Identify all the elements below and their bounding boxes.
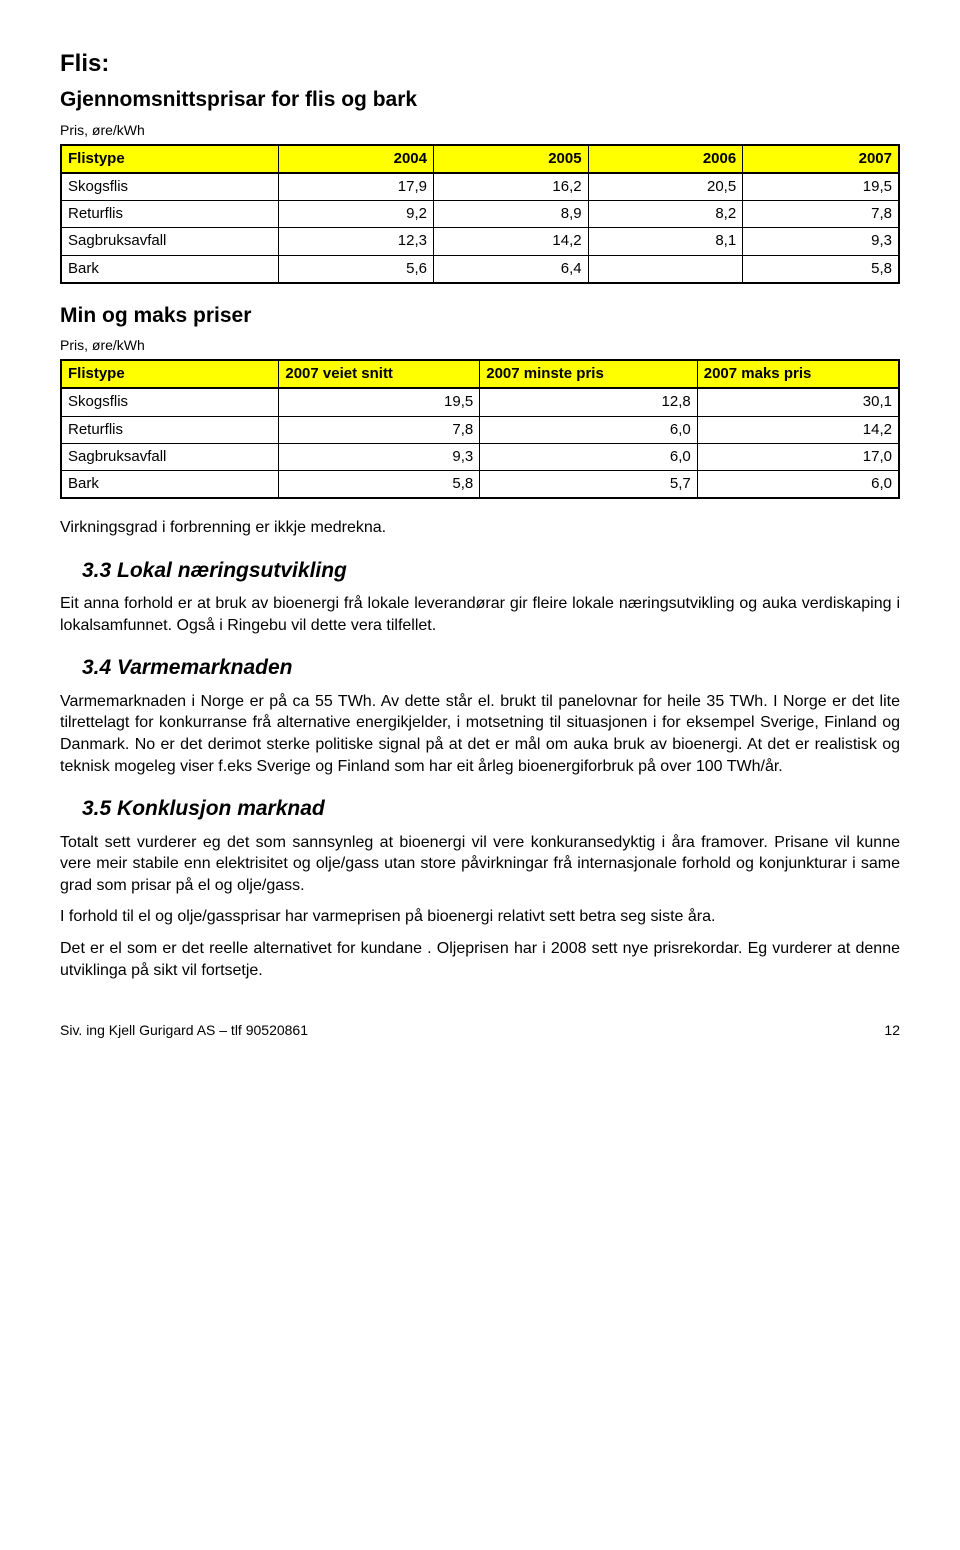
cell: 19,5 bbox=[279, 388, 480, 416]
table2-caption: Pris, øre/kWh bbox=[60, 336, 900, 355]
section-3-3-heading: 3.3 Lokal næringsutvikling bbox=[82, 557, 900, 585]
cell: 6,4 bbox=[433, 255, 588, 283]
table-row: Bark 5,8 5,7 6,0 bbox=[61, 471, 899, 499]
cell: 6,0 bbox=[480, 443, 698, 470]
table-row: Skogsflis 19,5 12,8 30,1 bbox=[61, 388, 899, 416]
col-flistype: Flistype bbox=[61, 145, 279, 173]
minmax-subtitle: Min og maks priser bbox=[60, 302, 900, 330]
cell: 8,1 bbox=[588, 228, 743, 255]
avg-price-table: Flistype 2004 2005 2006 2007 Skogsflis 1… bbox=[60, 144, 900, 284]
col-2005: 2005 bbox=[433, 145, 588, 173]
table-row: Sagbruksavfall 9,3 6,0 17,0 bbox=[61, 443, 899, 470]
col-veiet: 2007 veiet snitt bbox=[279, 360, 480, 388]
table-header-row: Flistype 2004 2005 2006 2007 bbox=[61, 145, 899, 173]
table-row: Sagbruksavfall 12,3 14,2 8,1 9,3 bbox=[61, 228, 899, 255]
cell: 9,3 bbox=[743, 228, 899, 255]
col-2007: 2007 bbox=[743, 145, 899, 173]
cell: 5,6 bbox=[279, 255, 434, 283]
col-maks: 2007 maks pris bbox=[697, 360, 899, 388]
avg-subtitle: Gjennomsnittsprisar for flis og bark bbox=[60, 86, 900, 114]
section-3-5-p3: Det er el som er det reelle alternativet… bbox=[60, 938, 900, 981]
cell: 5,8 bbox=[743, 255, 899, 283]
section-3-4-heading: 3.4 Varmemarknaden bbox=[82, 654, 900, 682]
cell: Skogsflis bbox=[61, 388, 279, 416]
cell: 6,0 bbox=[697, 471, 899, 499]
cell: 9,3 bbox=[279, 443, 480, 470]
cell: 9,2 bbox=[279, 201, 434, 228]
table-row: Returflis 7,8 6,0 14,2 bbox=[61, 416, 899, 443]
cell: 5,8 bbox=[279, 471, 480, 499]
cell: 20,5 bbox=[588, 173, 743, 201]
cell: 6,0 bbox=[480, 416, 698, 443]
cell: Sagbruksavfall bbox=[61, 443, 279, 470]
minmax-price-table: Flistype 2007 veiet snitt 2007 minste pr… bbox=[60, 359, 900, 499]
section-3-5-heading: 3.5 Konklusjon marknad bbox=[82, 795, 900, 823]
cell: Returflis bbox=[61, 201, 279, 228]
page-footer: Siv. ing Kjell Gurigard AS – tlf 9052086… bbox=[60, 1021, 900, 1040]
table-row: Skogsflis 17,9 16,2 20,5 19,5 bbox=[61, 173, 899, 201]
cell: Sagbruksavfall bbox=[61, 228, 279, 255]
cell: 8,2 bbox=[588, 201, 743, 228]
table-row: Bark 5,6 6,4 5,8 bbox=[61, 255, 899, 283]
section-3-5-p1: Totalt sett vurderer eg det som sannsynl… bbox=[60, 832, 900, 897]
cell: 19,5 bbox=[743, 173, 899, 201]
cell: Bark bbox=[61, 255, 279, 283]
cell bbox=[588, 255, 743, 283]
cell: 7,8 bbox=[279, 416, 480, 443]
col-minste: 2007 minste pris bbox=[480, 360, 698, 388]
cell: 5,7 bbox=[480, 471, 698, 499]
cell: 14,2 bbox=[697, 416, 899, 443]
cell: 16,2 bbox=[433, 173, 588, 201]
cell: Returflis bbox=[61, 416, 279, 443]
cell: Bark bbox=[61, 471, 279, 499]
intro-title: Flis: bbox=[60, 48, 900, 80]
intro-text: Virkningsgrad i forbrenning er ikkje med… bbox=[60, 517, 900, 539]
cell: 7,8 bbox=[743, 201, 899, 228]
section-3-3-body: Eit anna forhold er at bruk av bioenergi… bbox=[60, 593, 900, 636]
table-header-row: Flistype 2007 veiet snitt 2007 minste pr… bbox=[61, 360, 899, 388]
cell: 12,3 bbox=[279, 228, 434, 255]
cell: 17,9 bbox=[279, 173, 434, 201]
footer-author: Siv. ing Kjell Gurigard AS – tlf 9052086… bbox=[60, 1021, 308, 1040]
cell: 8,9 bbox=[433, 201, 588, 228]
cell: 30,1 bbox=[697, 388, 899, 416]
cell: 14,2 bbox=[433, 228, 588, 255]
table-row: Returflis 9,2 8,9 8,2 7,8 bbox=[61, 201, 899, 228]
col-2004: 2004 bbox=[279, 145, 434, 173]
section-3-4-body: Varmemarknaden i Norge er på ca 55 TWh. … bbox=[60, 691, 900, 777]
table1-caption: Pris, øre/kWh bbox=[60, 121, 900, 140]
col-2006: 2006 bbox=[588, 145, 743, 173]
col-flistype: Flistype bbox=[61, 360, 279, 388]
page-number: 12 bbox=[884, 1021, 900, 1040]
cell: 17,0 bbox=[697, 443, 899, 470]
section-3-5-p2: I forhold til el og olje/gassprisar har … bbox=[60, 906, 900, 928]
cell: Skogsflis bbox=[61, 173, 279, 201]
cell: 12,8 bbox=[480, 388, 698, 416]
